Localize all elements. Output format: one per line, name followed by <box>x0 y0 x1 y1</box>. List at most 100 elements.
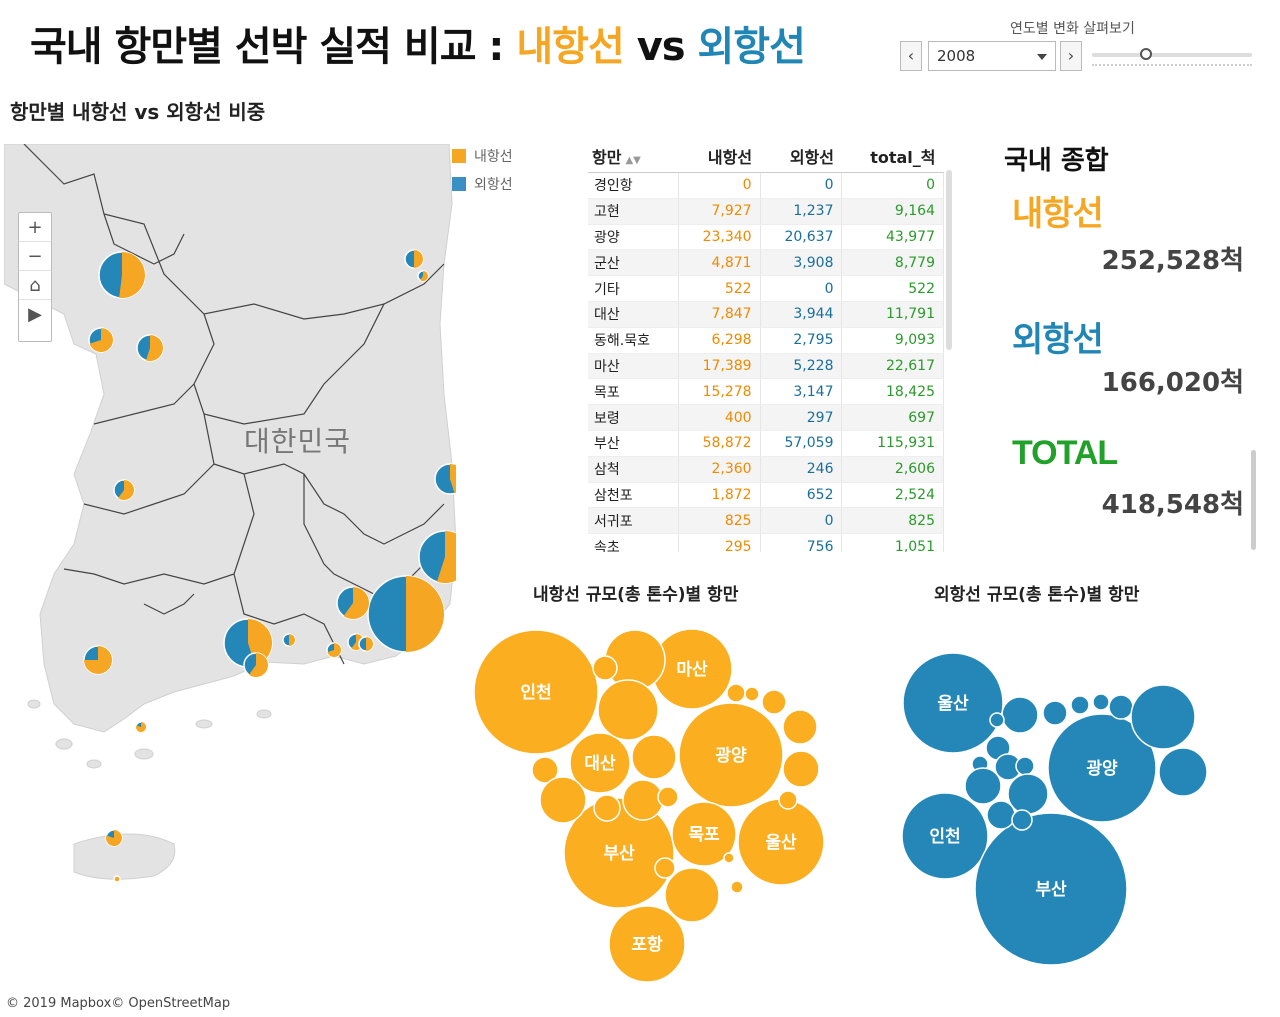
international-bubble[interactable] <box>994 753 1022 781</box>
international-bubble[interactable]: 부산 <box>974 812 1128 966</box>
domestic-bubble[interactable] <box>657 786 679 808</box>
international-bubble[interactable]: 광양 <box>1047 713 1157 823</box>
international-bubble[interactable] <box>1158 747 1208 797</box>
domestic-bubble[interactable] <box>744 686 760 702</box>
table-row[interactable]: 부산 58,872 57,059 115,931 <box>588 430 944 457</box>
domestic-bubble[interactable] <box>761 689 787 715</box>
port-pie[interactable] <box>136 334 164 362</box>
table-row[interactable]: 목포 15,278 3,147 18,425 <box>588 378 944 406</box>
domestic-bubble[interactable]: 울산 <box>737 798 825 886</box>
table-row[interactable]: 보령 400 297 697 <box>588 404 944 431</box>
table-row[interactable]: 경인항 0 0 0 <box>588 172 944 199</box>
international-bubble[interactable] <box>1007 773 1049 815</box>
domestic-bubble[interactable] <box>654 857 676 879</box>
pan-tool-icon[interactable]: ▶ <box>28 304 42 325</box>
international-bubble[interactable] <box>1070 695 1090 715</box>
column-header-port[interactable]: 항만 ▲▼ <box>588 142 679 173</box>
year-slider-handle[interactable] <box>1140 48 1152 60</box>
korea-map[interactable] <box>4 144 456 974</box>
sort-icon[interactable]: ▲▼ <box>625 155 641 166</box>
year-select[interactable]: 2008 <box>928 41 1056 71</box>
table-row[interactable]: 광양 23,340 20,637 43,977 <box>588 224 944 251</box>
domestic-bubble[interactable]: 광양 <box>678 702 784 808</box>
port-pie[interactable] <box>336 586 370 620</box>
port-pie[interactable] <box>83 645 113 675</box>
table-row[interactable]: 기타 522 0 522 <box>588 275 944 302</box>
port-pie[interactable] <box>434 463 456 495</box>
column-header-total[interactable]: total_척 <box>841 142 944 173</box>
international-bubble[interactable] <box>971 755 989 773</box>
table-scrollbar[interactable] <box>946 170 952 350</box>
year-slider-track[interactable] <box>1092 53 1252 57</box>
port-pie[interactable] <box>105 829 123 847</box>
domestic-bubble[interactable] <box>592 655 618 681</box>
domestic-bubble[interactable] <box>782 750 820 788</box>
port-pie[interactable] <box>135 721 147 733</box>
domestic-bubble[interactable] <box>730 880 744 894</box>
summary-scrollbar[interactable] <box>1251 450 1256 550</box>
international-bubble[interactable] <box>1092 693 1110 711</box>
table-row[interactable]: 삼척 2,360 246 2,606 <box>588 456 944 483</box>
port-pie[interactable] <box>417 270 429 282</box>
international-bubble[interactable] <box>1011 809 1033 831</box>
domestic-bubble[interactable] <box>622 779 664 821</box>
domestic-bubble[interactable]: 포항 <box>608 905 686 983</box>
domestic-bubble[interactable] <box>664 867 720 923</box>
port-table[interactable]: 항만 ▲▼ 내항선 외항선 total_척 경인항 0 0 0 고현 7,927 1,237 9… <box>588 142 954 552</box>
domestic-bubble[interactable] <box>604 629 666 691</box>
domestic-bubble[interactable]: 대산 <box>569 732 631 794</box>
domestic-bubble[interactable]: 인천 <box>473 629 599 755</box>
zoom-out-button[interactable]: − <box>19 242 51 271</box>
domestic-bubble[interactable] <box>726 683 746 703</box>
international-bubble[interactable] <box>964 767 1002 805</box>
table-row[interactable]: 속초 295 756 1,051 <box>588 533 944 552</box>
port-pie[interactable] <box>326 642 342 658</box>
port-pie[interactable] <box>282 633 296 647</box>
domestic-bubble[interactable] <box>631 734 677 780</box>
table-row[interactable]: 동해.묵호 6,298 2,795 9,093 <box>588 327 944 354</box>
domestic-bubble[interactable]: 부산 <box>563 797 675 909</box>
table-row[interactable]: 군산 4,871 3,908 8,779 <box>588 249 944 277</box>
port-pie[interactable] <box>418 530 456 584</box>
port-pie[interactable] <box>243 652 269 678</box>
port-pie[interactable] <box>88 327 114 353</box>
international-bubble[interactable] <box>989 712 1005 728</box>
port-pie[interactable] <box>404 249 424 269</box>
domestic-bubble[interactable] <box>723 852 735 864</box>
international-bubble[interactable] <box>985 735 1011 761</box>
port-pie[interactable] <box>98 251 146 299</box>
home-icon[interactable]: ⌂ <box>19 271 51 300</box>
year-prev-button[interactable]: ‹ <box>900 41 922 71</box>
international-bubble[interactable] <box>986 800 1016 830</box>
domestic-bubble[interactable] <box>597 679 659 741</box>
domestic-bubble[interactable] <box>593 794 621 822</box>
table-row[interactable]: 삼천포 1,872 652 2,524 <box>588 482 944 509</box>
domestic-bubble[interactable] <box>782 709 818 745</box>
zoom-in-button[interactable]: + <box>19 213 51 242</box>
legend-item-domestic[interactable]: 내항선 <box>452 146 513 166</box>
international-bubble[interactable] <box>1108 694 1134 720</box>
international-bubble[interactable] <box>1130 684 1196 750</box>
port-pie[interactable] <box>113 875 121 883</box>
domestic-bubble[interactable] <box>539 776 587 824</box>
column-header-international[interactable]: 외항선 <box>760 142 842 173</box>
port-pie[interactable] <box>358 636 374 652</box>
international-bubble[interactable]: 인천 <box>901 792 989 880</box>
year-next-button[interactable]: › <box>1060 41 1082 71</box>
international-bubble[interactable] <box>1015 756 1035 776</box>
port-pie[interactable] <box>113 479 135 501</box>
domestic-bubble[interactable]: 마산 <box>651 628 733 710</box>
domestic-bubble[interactable] <box>531 756 559 784</box>
table-row[interactable]: 대산 7,847 3,944 11,791 <box>588 301 944 328</box>
international-bubble[interactable] <box>1001 696 1039 734</box>
international-bubble[interactable]: 울산 <box>902 652 1004 754</box>
table-row[interactable]: 서귀포 825 0 825 <box>588 507 944 535</box>
international-bubble[interactable] <box>994 799 1012 817</box>
international-bubble[interactable] <box>1042 700 1068 726</box>
domestic-bubble[interactable]: 목포 <box>671 801 737 867</box>
domestic-bubble[interactable] <box>778 790 798 810</box>
table-row[interactable]: 마산 17,389 5,228 22,617 <box>588 353 944 380</box>
port-pie[interactable] <box>367 575 445 653</box>
table-row[interactable]: 고현 7,927 1,237 9,164 <box>588 198 944 225</box>
column-header-domestic[interactable]: 내항선 <box>678 142 761 173</box>
